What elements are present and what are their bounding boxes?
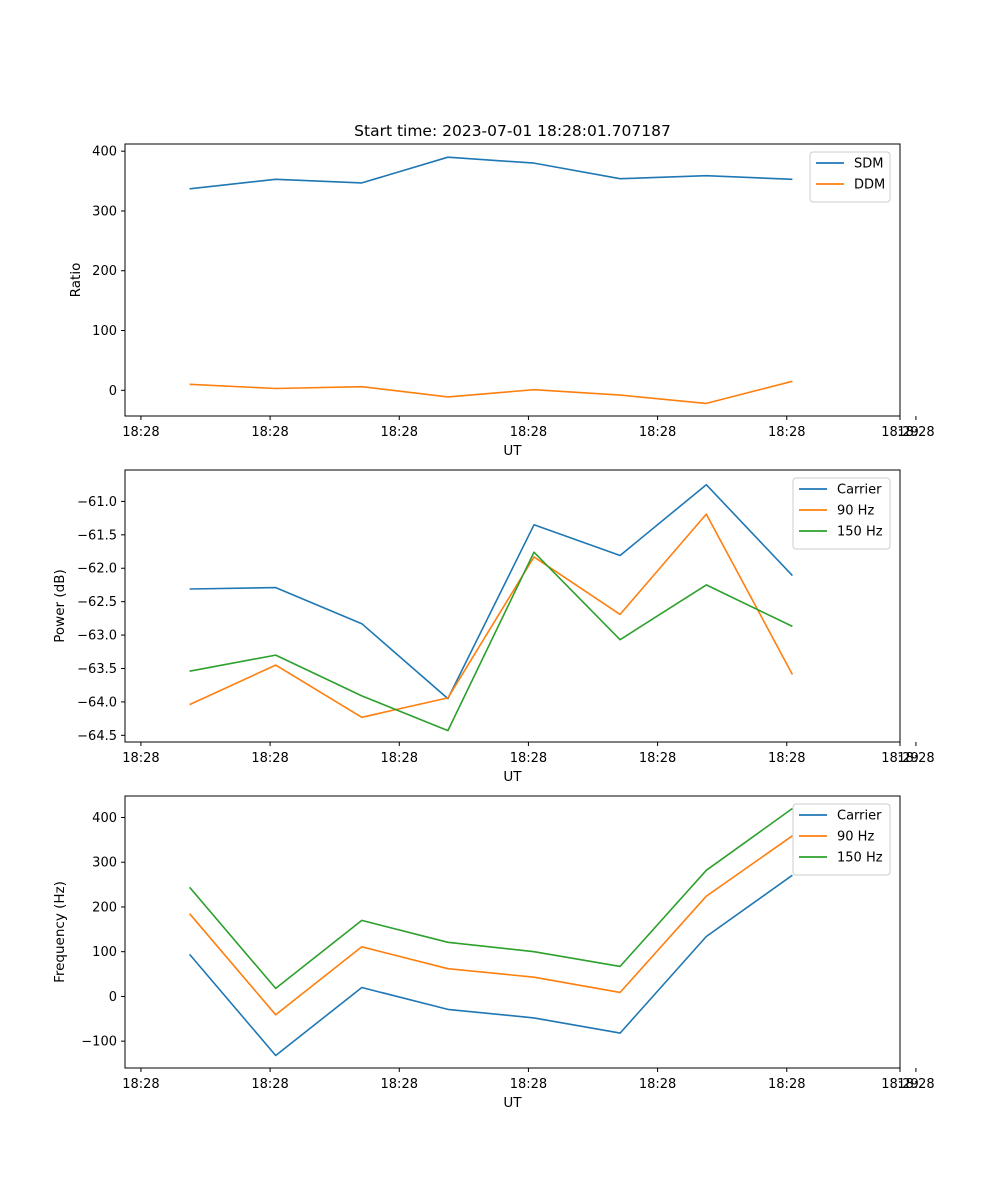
x-tick-label: 18:28 [122,751,159,766]
y-tick-label: 400 [92,145,117,160]
y-tick-label: 100 [92,945,117,960]
series-line-90-hz [188,835,793,1016]
x-tick-label: 18:28 [122,1077,159,1092]
x-tick-label: 18:28 [639,1077,676,1092]
x-tick-label: 18:28 [768,425,805,440]
legend: Carrier 90 Hz 150 Hz [792,803,891,876]
legend-label: 90 Hz [837,504,874,519]
y-tick-label: −64.0 [77,695,117,710]
series-line-90-hz [189,513,794,719]
legend-box [809,151,891,203]
legend-label: 150 Hz [837,525,883,540]
x-tick-label: 18:28 [251,425,288,440]
plot-frame [124,143,901,417]
x-tick-label: 18:28 [768,751,805,766]
y-axis-label: Ratio [68,263,84,298]
plot-frame [124,469,901,743]
y-tick-label: −100 [81,1035,117,1050]
y-axis-label: Frequency (Hz) [52,881,68,983]
legend-label: DDM [854,178,885,193]
x-tick-label: 18:28 [251,1077,288,1092]
chart-title: Start time: 2023-07-01 18:28:01.707187 [354,122,671,140]
x-tick-label: 18:29 [881,1077,918,1092]
chart-panel-2: −64.5 −64.0 −63.5 −63.0 −62.5 −62.0 −61.5 −61.0… [52,469,935,785]
legend: SDM DDM [809,151,891,203]
x-tick-label: 18:28 [381,751,418,766]
x-tick-label: 18:28 [897,425,934,440]
x-tick-label: 18:28 [251,751,288,766]
series-line-sdm [189,156,793,190]
y-tick-label: 0 [109,990,117,1005]
series-line-carrier [189,483,793,700]
x-tick-label: 18:28 [510,425,547,440]
y-axis-label: Power (dB) [52,569,68,642]
plot-frame [124,795,901,1069]
y-tick-label: 400 [92,811,117,826]
legend: Carrier 90 Hz 150 Hz [792,477,891,550]
x-tick-label: 18:28 [639,425,676,440]
x-axis-label: UT [503,1095,522,1111]
chart-panel-1: Start time: 2023-07-01 18:28:01.707187 0 1… [68,122,935,459]
y-tick-label: −63.0 [77,629,117,644]
x-tick-label: 18:28 [122,425,159,440]
series-line-150-hz [189,551,793,732]
series-line-ddm [189,380,793,405]
legend-label: Carrier [837,483,882,498]
x-tick-label: 18:29 [881,425,918,440]
y-tick-label: −61.0 [77,495,117,510]
x-tick-label: 18:28 [510,1077,547,1092]
x-tick-label: 18:28 [381,1077,418,1092]
legend-label: Carrier [837,809,882,824]
y-tick-label: −63.5 [77,662,117,677]
y-tick-label: 100 [92,324,117,339]
y-tick-label: 300 [92,204,117,219]
x-tick-label: 18:29 [881,751,918,766]
x-tick-label: 18:28 [510,751,547,766]
x-tick-label: 18:28 [897,751,934,766]
x-tick-label: 18:28 [768,1077,805,1092]
y-tick-label: −62.0 [77,562,117,577]
y-tick-label: −61.5 [77,528,117,543]
y-tick-label: 300 [92,856,117,871]
y-tick-label: −62.5 [77,595,117,610]
legend-label: SDM [854,157,883,172]
series-line-150-hz [188,807,793,990]
x-axis-label: UT [503,443,522,459]
y-tick-label: 0 [109,384,117,399]
legend-label: 150 Hz [837,851,883,866]
x-tick-label: 18:28 [381,425,418,440]
y-tick-label: 200 [92,900,117,915]
y-tick-label: 200 [92,264,117,279]
x-tick-label: 18:28 [639,751,676,766]
series-line-carrier [188,874,793,1057]
y-tick-label: −64.5 [77,729,117,744]
x-tick-label: 18:28 [897,1077,934,1092]
legend-label: 90 Hz [837,830,874,845]
x-axis-label: UT [503,769,522,785]
